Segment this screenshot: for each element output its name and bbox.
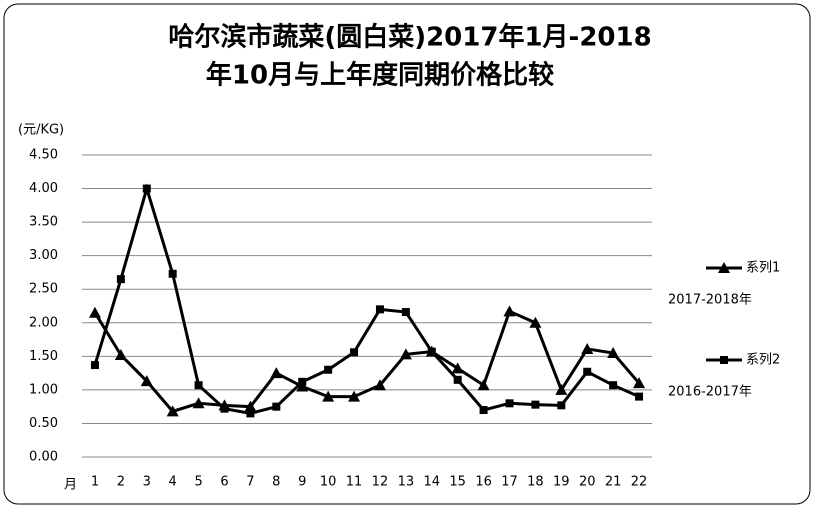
data-point <box>296 380 309 392</box>
data-point <box>298 377 307 386</box>
data-point <box>531 400 540 409</box>
y-tick-label: 4.00 <box>29 181 58 196</box>
data-point <box>348 390 361 402</box>
chart-title: 哈尔滨市蔬菜(圆白菜)2017年1月-2018 <box>168 22 651 53</box>
data-point <box>168 269 177 278</box>
data-point <box>609 381 618 390</box>
y-axis-label: (元/KG) <box>18 123 64 138</box>
x-tick-label: 13 <box>398 475 415 490</box>
chart-border <box>3 3 811 505</box>
y-tick-label: 2.00 <box>29 315 58 330</box>
data-point <box>635 392 644 401</box>
x-tick-label: 21 <box>605 475 622 490</box>
x-tick-label: 2 <box>117 475 125 490</box>
data-point <box>322 390 335 402</box>
x-tick-label: 4 <box>169 475 177 490</box>
data-point <box>114 348 127 360</box>
series-line <box>93 309 641 414</box>
y-tick-label: 2.50 <box>29 282 58 297</box>
data-point <box>555 383 568 395</box>
data-point <box>451 362 464 374</box>
x-tick-label: 8 <box>272 475 280 490</box>
legend-label: 系列2 <box>746 353 780 368</box>
series-annotation: 2017-2018年 <box>668 293 752 308</box>
data-point <box>503 305 516 317</box>
x-tick-label: 12 <box>372 475 389 490</box>
data-point <box>246 409 255 418</box>
data-point <box>557 401 566 410</box>
y-tick-label: 4.50 <box>29 148 58 163</box>
x-tick-label: 6 <box>220 475 228 490</box>
data-point <box>194 381 203 390</box>
data-point <box>192 397 205 409</box>
x-axis-label: 月 <box>64 478 77 493</box>
series-annotation: 2016-2017年 <box>668 385 752 400</box>
x-tick-label: 16 <box>475 475 492 490</box>
x-tick-label: 11 <box>346 475 363 490</box>
y-tick-label: 3.00 <box>29 248 58 263</box>
x-tick-label: 22 <box>631 475 648 490</box>
x-tick-label: 5 <box>194 475 202 490</box>
data-point <box>581 342 594 354</box>
data-point <box>583 367 592 376</box>
data-point <box>116 275 125 284</box>
data-point <box>88 306 101 318</box>
x-tick-label: 15 <box>449 475 466 490</box>
y-tick-label: 0.00 <box>29 450 58 465</box>
data-point <box>375 305 384 314</box>
data-point <box>142 184 151 193</box>
data-point <box>479 406 488 415</box>
legend-marker <box>718 262 730 273</box>
x-tick-label: 9 <box>298 475 306 490</box>
data-point <box>453 375 462 384</box>
series-line <box>93 183 640 415</box>
y-tick-label: 1.00 <box>29 382 58 397</box>
x-tick-label: 14 <box>423 475 440 490</box>
data-point <box>272 402 281 411</box>
x-tick-label: 19 <box>553 475 570 490</box>
x-tick-label: 17 <box>501 475 518 490</box>
data-point <box>477 379 490 391</box>
data-point <box>607 346 620 358</box>
data-point <box>166 405 179 417</box>
x-tick-label: 10 <box>320 475 337 490</box>
data-point <box>399 348 412 360</box>
data-point <box>270 367 283 379</box>
x-tick-label: 18 <box>527 475 544 490</box>
chart-title: 年10月与上年度同期价格比较 <box>206 60 554 91</box>
data-point <box>90 361 99 370</box>
data-point <box>220 404 229 413</box>
legend-label: 系列1 <box>746 261 780 276</box>
data-point <box>244 400 257 412</box>
data-point <box>401 308 410 317</box>
legend-marker <box>720 356 728 364</box>
data-point <box>505 399 514 408</box>
x-tick-label: 3 <box>143 475 151 490</box>
data-point <box>324 365 333 374</box>
data-point <box>140 375 153 387</box>
data-point <box>529 316 542 328</box>
y-tick-label: 1.50 <box>29 349 58 364</box>
y-tick-label: 0.50 <box>29 416 58 431</box>
data-point <box>350 348 359 357</box>
data-point <box>373 379 386 391</box>
data-point <box>427 347 436 356</box>
x-tick-label: 7 <box>246 475 254 490</box>
x-tick-label: 20 <box>579 475 596 490</box>
data-point <box>633 377 646 389</box>
y-tick-label: 3.50 <box>29 215 58 230</box>
x-tick-label: 1 <box>91 475 99 490</box>
